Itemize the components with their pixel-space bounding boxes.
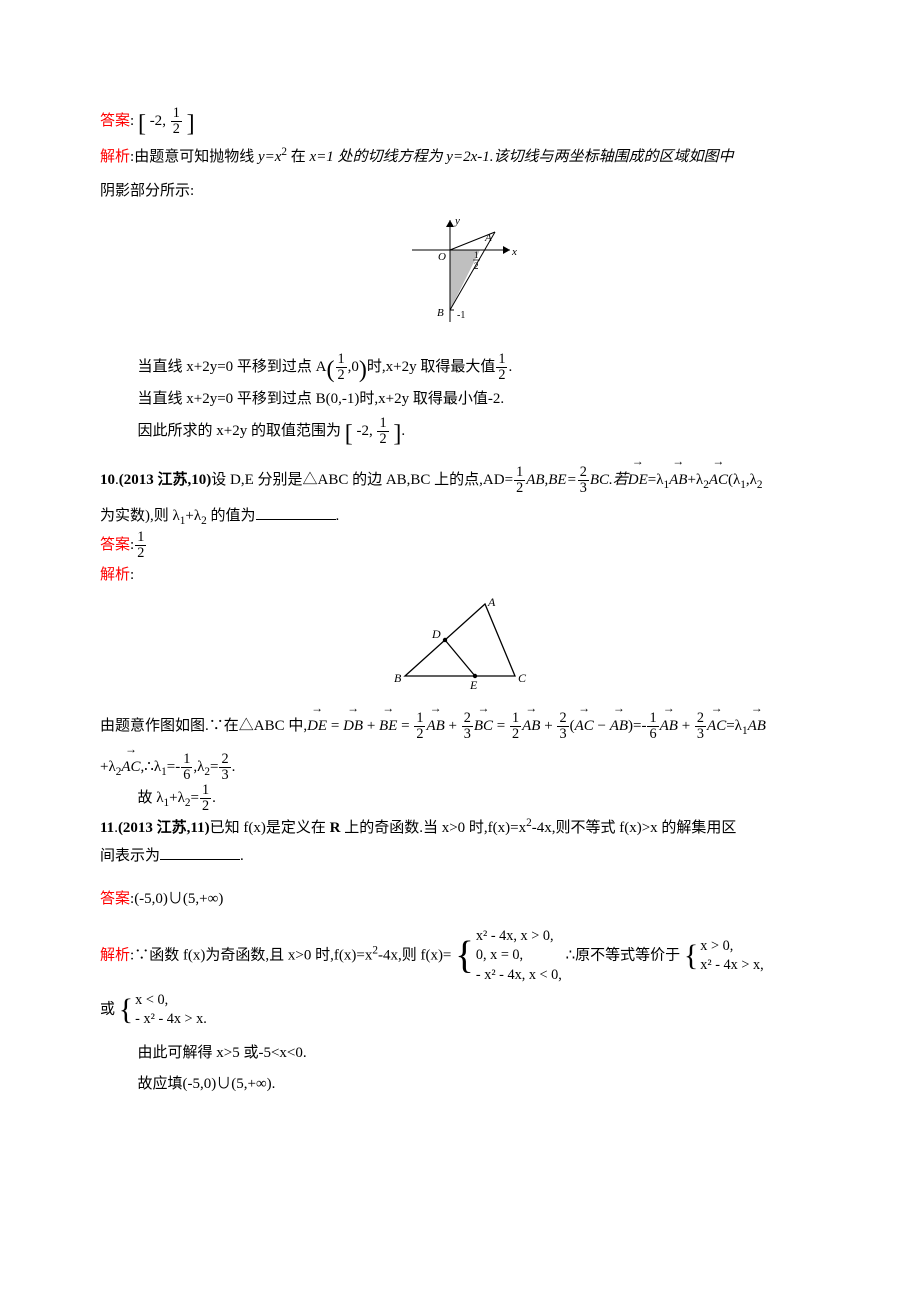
svg-text:O: O	[438, 251, 446, 263]
q11-answer-line: 答案:(-5,0)∪(5,+∞)	[100, 885, 820, 914]
svg-text:C: C	[518, 671, 527, 685]
svg-text:E: E	[469, 678, 478, 691]
svg-text:B: B	[394, 671, 402, 685]
system-1: { x > 0, x² - 4x > x,	[684, 937, 764, 975]
svg-text:1: 1	[474, 250, 479, 260]
q10-work-line1: 由题意作图如图.∵在△ABC 中,DE = DB + BE = 12AB + 2…	[100, 711, 820, 742]
q9-explain-line2: 阴影部分所示:	[100, 177, 820, 206]
q11-step2: 由此可解得 x>5 或-5<x<0.	[100, 1039, 820, 1068]
q10-answer-line: 答案:12	[100, 530, 820, 561]
q11-explain-line2: 或 { x < 0, - x² - 4x > x.	[100, 991, 820, 1029]
q9-region-diagram: y x O A B -1 1 2	[100, 212, 820, 343]
explain-label: 解析	[100, 948, 130, 964]
q10-stem-line2: 为实数),则 λ1+λ2 的值为.	[100, 502, 820, 531]
svg-text:x: x	[511, 246, 517, 258]
q10-explain-label: 解析:	[100, 561, 820, 590]
explain-label: 解析	[100, 149, 130, 165]
explain-label: 解析	[100, 567, 130, 583]
q10-stem-line1: 10.(2013 江苏,10)设 D,E 分别是△ABC 的边 AB,BC 上的…	[100, 465, 820, 496]
q10-work-line2: +λ2AC,∴λ1=-16,λ2=23.	[100, 752, 820, 783]
svg-text:A: A	[484, 232, 492, 244]
q9-answer-line: 答案: [ -2, 12 ]	[100, 106, 820, 137]
system-2: { x < 0, - x² - 4x > x.	[119, 991, 207, 1029]
svg-text:D: D	[431, 627, 441, 641]
q11-stem-line2: 间表示为.	[100, 842, 820, 871]
fill-blank	[160, 844, 240, 860]
q11-step3: 故应填(-5,0)∪(5,+∞).	[100, 1070, 820, 1099]
q9-step-a: 当直线 x+2y=0 平移到过点 A(12,0)时,x+2y 取得最大值12.	[100, 352, 820, 383]
answer-label: 答案	[100, 891, 130, 907]
svg-text:y: y	[454, 215, 460, 227]
q9-step-c: 因此所求的 x+2y 的取值范围为 [ -2, 12 ].	[100, 416, 820, 447]
svg-text:A: A	[487, 596, 496, 609]
q9-step-b: 当直线 x+2y=0 平移到过点 B(0,-1)时,x+2y 取得最小值-2.	[100, 385, 820, 414]
piecewise-fx: { x² - 4x, x > 0, 0, x = 0, - x² - 4x, x…	[455, 927, 562, 985]
q10-work-line3: 故 λ1+λ2=12.	[100, 783, 820, 814]
svg-text:2: 2	[474, 261, 479, 271]
svg-text:-1: -1	[457, 310, 465, 321]
q11-explain-line1: 解析:∵函数 f(x)为奇函数,且 x>0 时,f(x)=x2-4x,则 f(x…	[100, 927, 820, 985]
q11-stem-line1: 11.(2013 江苏,11)已知 f(x)是定义在 R 上的奇函数.当 x>0…	[100, 814, 820, 843]
q9-explain-line1: 解析:由题意可知抛物线 y=x2 在 x=1 处的切线方程为 y=2x-1.该切…	[100, 143, 820, 172]
fill-blank	[256, 504, 336, 520]
svg-text:B: B	[437, 307, 444, 319]
answer-label: 答案	[100, 537, 130, 553]
q10-triangle-diagram: A B C D E	[100, 596, 820, 702]
answer-label: 答案	[100, 113, 130, 129]
